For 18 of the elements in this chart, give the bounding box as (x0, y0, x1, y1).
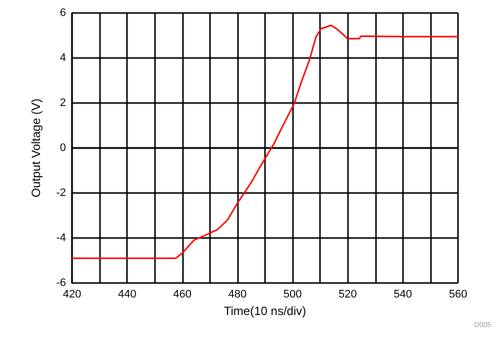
y-tick-label: 4 (60, 52, 66, 64)
y-tick-label: -4 (56, 232, 66, 244)
x-tick-label: 540 (394, 288, 412, 300)
y-axis-title: Output Voltage (V) (29, 98, 43, 198)
x-tick-label: 520 (338, 288, 357, 300)
y-tick-label: 0 (60, 142, 66, 154)
x-tick-label: 500 (283, 288, 302, 300)
y-tick-label: -2 (56, 187, 66, 199)
x-tick-label: 420 (62, 288, 82, 300)
x-tick-label: 440 (118, 288, 136, 300)
x-axis-title: Time(10 ns/div) (224, 304, 306, 318)
y-tick-label: -6 (56, 277, 66, 289)
y-tick-label: 2 (60, 97, 66, 109)
x-tick-label: 560 (448, 288, 468, 300)
x-tick-label: 480 (228, 288, 247, 300)
x-tick-label: 460 (173, 288, 192, 300)
line-series (71, 24, 459, 259)
y-tick-label: 6 (60, 7, 66, 19)
